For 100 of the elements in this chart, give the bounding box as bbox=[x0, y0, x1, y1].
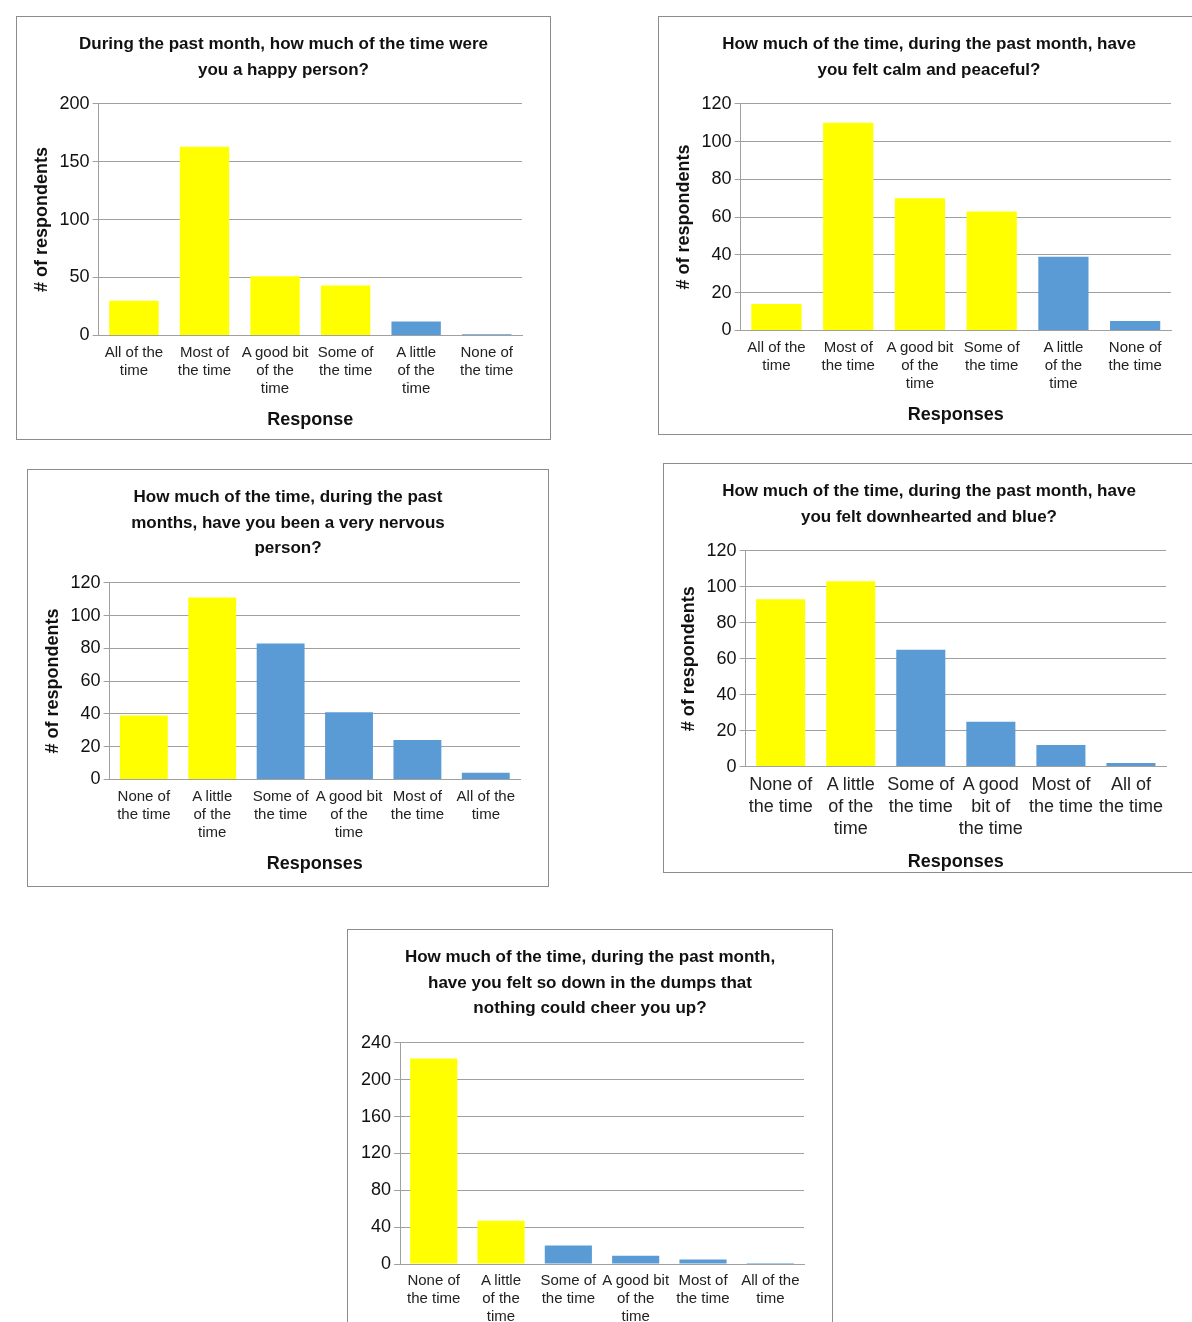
bar bbox=[410, 1057, 458, 1263]
y-tick-label: 60 bbox=[80, 669, 101, 690]
x-tick-label: Some of the time bbox=[887, 774, 956, 816]
bar bbox=[109, 300, 159, 335]
y-tick-label: 50 bbox=[69, 266, 90, 287]
bar bbox=[679, 1258, 727, 1263]
y-tick-label: 120 bbox=[70, 571, 101, 592]
x-tick-label: Some of the time bbox=[963, 337, 1021, 373]
x-axis-title: Responses bbox=[907, 851, 1004, 872]
x-tick-label: Most of the time bbox=[390, 786, 445, 822]
bar bbox=[544, 1245, 592, 1263]
y-axis-title: # of respondents bbox=[672, 144, 693, 290]
x-axis-title: Response bbox=[267, 409, 354, 430]
bar bbox=[1038, 256, 1089, 330]
x-tick-label: All of the time bbox=[741, 1270, 800, 1306]
y-tick-label: 120 bbox=[360, 1141, 392, 1162]
y-tick-label: 100 bbox=[59, 208, 90, 229]
bar bbox=[477, 1220, 525, 1263]
y-tick-label: 40 bbox=[371, 1215, 392, 1236]
bar bbox=[250, 276, 300, 335]
y-tick-label: 20 bbox=[711, 281, 732, 302]
y-tick-label: 40 bbox=[80, 702, 101, 723]
x-tick-label: A good bit of the time bbox=[602, 1270, 670, 1322]
bar bbox=[826, 581, 876, 767]
y-tick-label: 40 bbox=[716, 683, 737, 704]
bar bbox=[461, 772, 510, 779]
y-tick-label: 120 bbox=[701, 92, 732, 113]
chart-title: During the past month, how much of the time were you a happy person? bbox=[78, 33, 489, 81]
x-tick-label: All of the time bbox=[104, 342, 164, 378]
bar bbox=[823, 122, 874, 330]
chart-title: How much of the time, during the past month, have you felt calm and peaceful? bbox=[721, 33, 1137, 81]
y-tick-label: 60 bbox=[716, 647, 737, 668]
x-tick-label: A little of the time bbox=[481, 1270, 522, 1322]
x-tick-label: None of the time bbox=[1108, 337, 1163, 373]
bar bbox=[325, 711, 373, 779]
y-axis-title: # of respondents bbox=[30, 147, 51, 293]
bar bbox=[391, 321, 441, 335]
bar bbox=[756, 599, 806, 767]
x-tick-label: A little of the time bbox=[1043, 337, 1084, 391]
bar bbox=[612, 1255, 660, 1263]
bar bbox=[393, 739, 442, 779]
bar bbox=[1036, 745, 1086, 767]
bar bbox=[966, 721, 1016, 767]
x-tick-label: None of the time bbox=[460, 342, 514, 378]
y-tick-label: 120 bbox=[706, 539, 737, 560]
x-tick-label: Most of the time bbox=[1028, 774, 1093, 816]
x-tick-label: Most of the time bbox=[821, 337, 875, 373]
y-tick-label: 200 bbox=[59, 92, 90, 113]
bar bbox=[256, 642, 305, 779]
y-tick-label: 60 bbox=[711, 206, 732, 227]
x-tick-label: None of the time bbox=[748, 774, 814, 816]
y-tick-label: 100 bbox=[706, 575, 737, 596]
x-tick-label: A good bit of the time bbox=[315, 786, 384, 840]
y-tick-label: 80 bbox=[716, 611, 737, 632]
y-axis-title: # of respondents bbox=[677, 586, 698, 732]
x-tick-label: None of the time bbox=[117, 786, 171, 822]
y-tick-label: 100 bbox=[70, 604, 101, 625]
x-tick-label: Most of the time bbox=[676, 1270, 730, 1306]
y-tick-label: 80 bbox=[711, 168, 732, 189]
x-tick-label: All of the time bbox=[747, 337, 806, 373]
x-tick-label: A little of the time bbox=[826, 774, 875, 838]
x-axis-title: Responses bbox=[266, 852, 363, 873]
x-tick-label: A little of the time bbox=[396, 342, 437, 396]
y-tick-label: 160 bbox=[360, 1105, 392, 1125]
bar bbox=[896, 649, 946, 767]
x-tick-label: Some of the time bbox=[317, 342, 375, 378]
x-tick-label: All of the time bbox=[1098, 774, 1163, 816]
bar bbox=[966, 211, 1017, 330]
y-tick-label: 0 bbox=[90, 767, 101, 788]
bar bbox=[894, 198, 946, 330]
y-tick-label: 200 bbox=[360, 1068, 392, 1089]
bar bbox=[320, 285, 371, 335]
bar bbox=[188, 597, 237, 779]
y-tick-label: 0 bbox=[726, 755, 737, 776]
bar bbox=[179, 146, 230, 335]
x-tick-label: A little of the time bbox=[192, 786, 233, 840]
x-tick-label: A good bit of the time bbox=[958, 774, 1023, 838]
chart-title: How much of the time, during the past month, have you felt downhearted and blue? bbox=[721, 480, 1137, 528]
y-tick-label: 150 bbox=[59, 150, 90, 171]
y-tick-label: 20 bbox=[80, 735, 101, 756]
y-tick-label: 80 bbox=[371, 1178, 392, 1199]
y-tick-label: 0 bbox=[721, 319, 732, 340]
x-tick-label: A good bit of the time bbox=[886, 337, 955, 391]
y-tick-label: 240 bbox=[360, 1031, 392, 1052]
x-tick-label: All of the time bbox=[456, 786, 515, 822]
bar bbox=[1106, 763, 1156, 767]
y-tick-label: 80 bbox=[80, 636, 101, 657]
y-tick-label: 100 bbox=[701, 130, 732, 151]
x-axis-title: Responses bbox=[907, 404, 1004, 425]
chart-title: How much of the time, during the past month, have you felt so down in the dumps that nothing could cheer you up? bbox=[403, 946, 777, 1019]
y-tick-label: 20 bbox=[716, 719, 737, 740]
y-tick-label: 0 bbox=[79, 324, 90, 345]
x-tick-label: A good bit of the time bbox=[241, 342, 310, 396]
x-tick-label: Some of the time bbox=[252, 786, 310, 822]
bar bbox=[1110, 320, 1161, 330]
y-tick-label: 40 bbox=[711, 243, 732, 264]
chart-title: How much of the time, during the past months, have you been a very nervous person? bbox=[130, 486, 446, 559]
bar bbox=[751, 303, 802, 330]
bar bbox=[119, 715, 168, 779]
y-axis-title: # of respondents bbox=[41, 608, 62, 754]
